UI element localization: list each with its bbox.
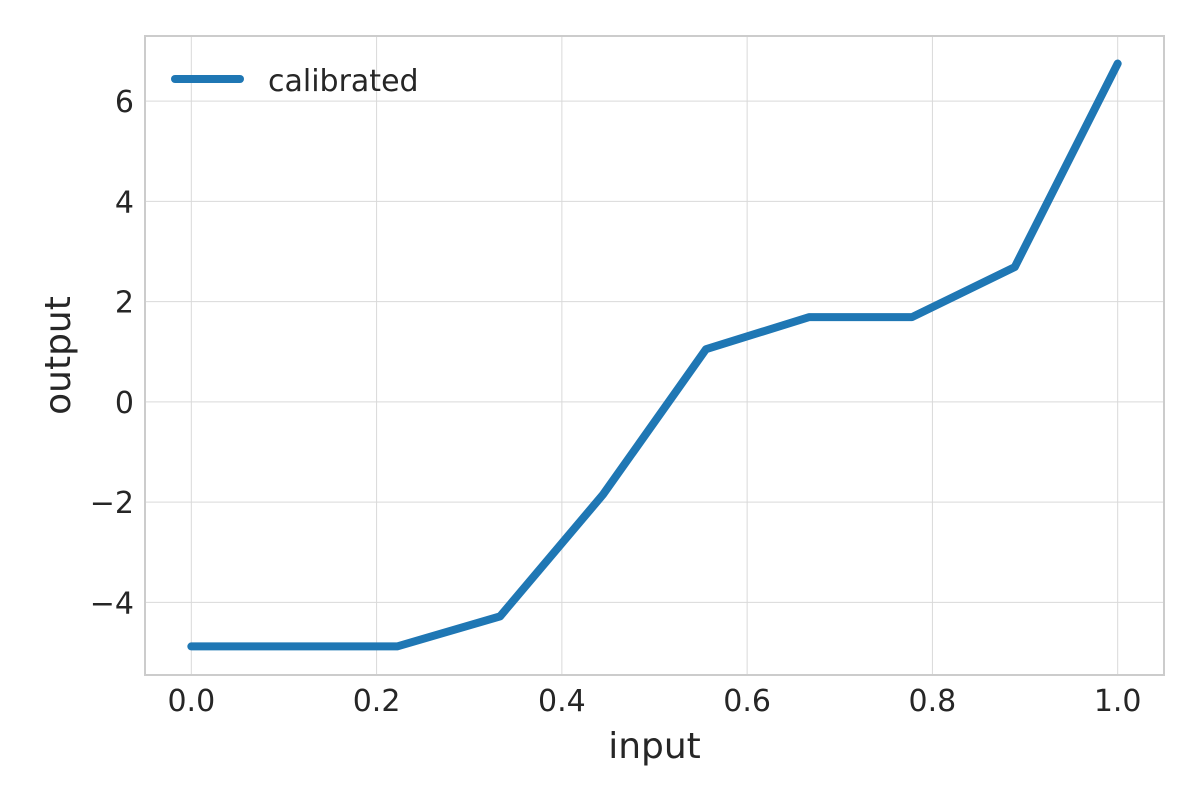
x-tick-label: 0.2 <box>353 684 401 719</box>
grid <box>145 36 1164 675</box>
x-axis-label: input <box>608 726 701 767</box>
tick-labels: 0.0 0.2 0.4 0.6 0.8 1.0 −4 −2 0 2 4 6 <box>90 85 1142 719</box>
series-layer <box>187 59 1122 651</box>
x-tick-label: 0.4 <box>538 684 586 719</box>
y-axis-label: output <box>38 296 79 415</box>
x-tick-label: 1.0 <box>1094 684 1142 719</box>
y-tick-label: −4 <box>90 586 134 621</box>
x-tick-label: 0.0 <box>167 684 215 719</box>
plot-frame <box>144 35 1165 676</box>
y-tick-label: 0 <box>115 386 134 421</box>
legend: calibrated <box>171 64 419 99</box>
y-tick-label: 4 <box>115 185 134 220</box>
x-tick-label: 0.8 <box>909 684 957 719</box>
y-tick-label: −2 <box>90 486 134 521</box>
x-tick-label: 0.6 <box>723 684 771 719</box>
series-line-calibrated <box>187 59 1122 651</box>
y-tick-label: 6 <box>115 85 134 120</box>
legend-label-calibrated: calibrated <box>268 64 419 99</box>
y-tick-label: 2 <box>115 286 134 321</box>
